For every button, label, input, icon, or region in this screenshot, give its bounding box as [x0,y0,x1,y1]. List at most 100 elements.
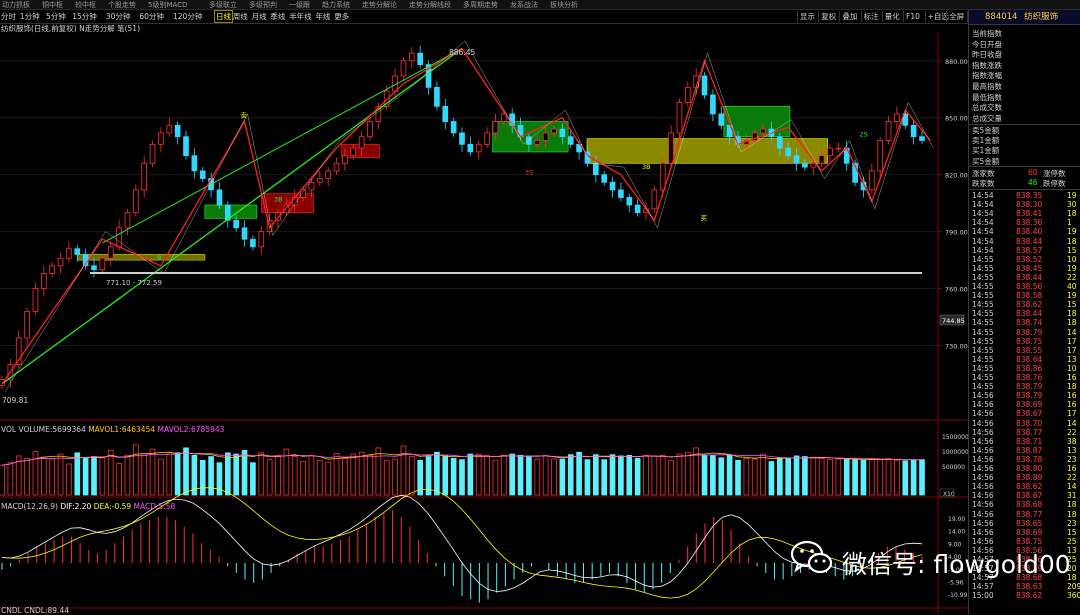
candle-body [684,86,691,103]
candle-body [450,121,457,134]
tick-row: 14:56 838.87 13 [969,446,1080,455]
tick-row: 14:55 838.64 13 [969,355,1080,364]
volume-bar [551,458,557,496]
tick-time: 14:54 [972,236,994,246]
candle-body [818,155,825,164]
volume-bar [609,454,616,496]
volume-bar [74,452,81,496]
volume-bar [668,459,674,496]
volume-bar [141,453,148,496]
order-field-label: 买5金额 [972,156,1000,166]
tick-time: 14:56 [972,491,994,501]
tick-price: 838.76 [1016,373,1043,382]
candle-body [810,162,817,168]
trade-mark: 3S [525,169,533,177]
volume-axis-label: 1500000 [942,434,968,441]
period-button[interactable]: 5分钟 [46,12,66,21]
macd-axis-label: 9.00 [948,541,962,548]
tick-time: 14:55 [972,282,994,291]
candle-body [400,60,407,77]
tool-button[interactable]: 全屏 [946,11,964,22]
volume-bar [684,451,691,496]
volume-unit-box [939,488,955,498]
menu-item[interactable]: 龙系战法 [510,1,538,9]
tick-volume: 18 [1067,209,1077,219]
menu-item[interactable]: 多级联立 [209,1,237,9]
menu-item[interactable]: 5级别MACD [148,1,188,9]
period-button[interactable]: 15分钟 [72,12,97,21]
candle-body [559,128,566,138]
candle-body [99,257,106,271]
period-button[interactable]: 更多 [334,12,350,21]
menu-item[interactable]: 个股走势 [108,1,136,9]
volume-bar [601,459,608,496]
tick-row: 14:56 838.69 15 [969,528,1080,537]
volume-unit-label: X10 [943,491,955,498]
candle-body [467,143,474,153]
mavol2-line [1,452,922,466]
tick-row: 14:56 838.65 23 [969,519,1080,528]
quote-field-label: 当前指数 [972,29,1002,38]
tool-button[interactable]: 叠加 [839,11,857,22]
volume-bar [509,453,516,496]
price-axis-label: 880.00 [945,58,968,66]
period-button[interactable]: 周线 [232,12,248,21]
tool-button[interactable]: 标注 [860,11,879,22]
volume-label: VOL VOLUME:5699364 [1,425,86,434]
period-button[interactable]: 1分钟 [19,12,40,21]
period-button[interactable]: 120分钟 [173,12,203,21]
menu-item[interactable]: 较中枢 [75,1,96,9]
candle-body [442,105,449,122]
volume-bar [776,457,783,496]
menu-item[interactable]: 走势分解线段 [409,1,451,9]
volume-bar [49,458,56,496]
volume-bar [676,453,683,496]
menu-item[interactable]: 铜中枢 [42,1,63,9]
candle-body [149,143,156,164]
volume-bar [383,459,390,496]
period-button[interactable]: 季线 [270,12,286,21]
candle-body [793,155,800,164]
trade-mark: 2S [859,131,867,139]
period-button[interactable]: 年线 [315,12,331,21]
tool-button[interactable]: 显示 [797,11,815,22]
menu-item[interactable]: 板块分析 [550,1,578,9]
period-button[interactable]: 半年线 [289,12,312,21]
candle-body [459,132,465,145]
period-button[interactable]: 日线 [214,10,233,23]
tick-volume: 16 [1067,373,1077,382]
tick-row: 14:55 838.74 18 [969,318,1080,327]
volume-bar [517,454,524,496]
period-button[interactable]: 分时 [1,12,16,21]
candle-body [567,136,574,145]
menu-item[interactable]: 多周期走势 [463,1,498,9]
tool-button[interactable]: 量化 [881,11,900,22]
volume-bar [40,456,47,496]
menu-item[interactable]: 多级预判 [249,1,277,9]
period-button[interactable]: 60分钟 [139,12,164,21]
volume-bar [199,459,206,496]
period-button[interactable]: 30分钟 [105,12,131,21]
tick-volume: 15 [1067,245,1077,255]
dea-line [1,487,923,599]
low-price-label: 709.81 [2,396,28,405]
tick-volume: 25 [1067,536,1077,546]
candle-body [668,132,674,164]
tool-button[interactable]: 复权 [818,11,836,22]
menu-item[interactable]: 走势分解论 [362,1,397,9]
tick-price: 838.44 [1016,309,1043,319]
chart-area[interactable]: 卖买 B 3B 3S 3B 2S 880.00 850.00 820.00 790.00 760.… [0,33,968,614]
volume-bar [216,462,223,496]
sub-bi-line [4,40,934,392]
tick-price: 838.69 [1016,527,1043,537]
period-button[interactable]: 月线 [251,12,267,21]
tool-button[interactable]: F10 [903,11,920,22]
volume-bar [107,449,114,496]
volume-bar [475,453,482,496]
menu-item[interactable]: 一级跟 [289,1,310,9]
tool-button[interactable]: +自选 [924,11,949,22]
menu-item[interactable]: 趋力系统 [322,1,350,9]
quote-field-label: 总成交数 [972,103,1002,113]
tick-row: 14:56 838.67 17 [969,409,1080,418]
menu-item[interactable]: 动力抓板 [2,1,30,9]
